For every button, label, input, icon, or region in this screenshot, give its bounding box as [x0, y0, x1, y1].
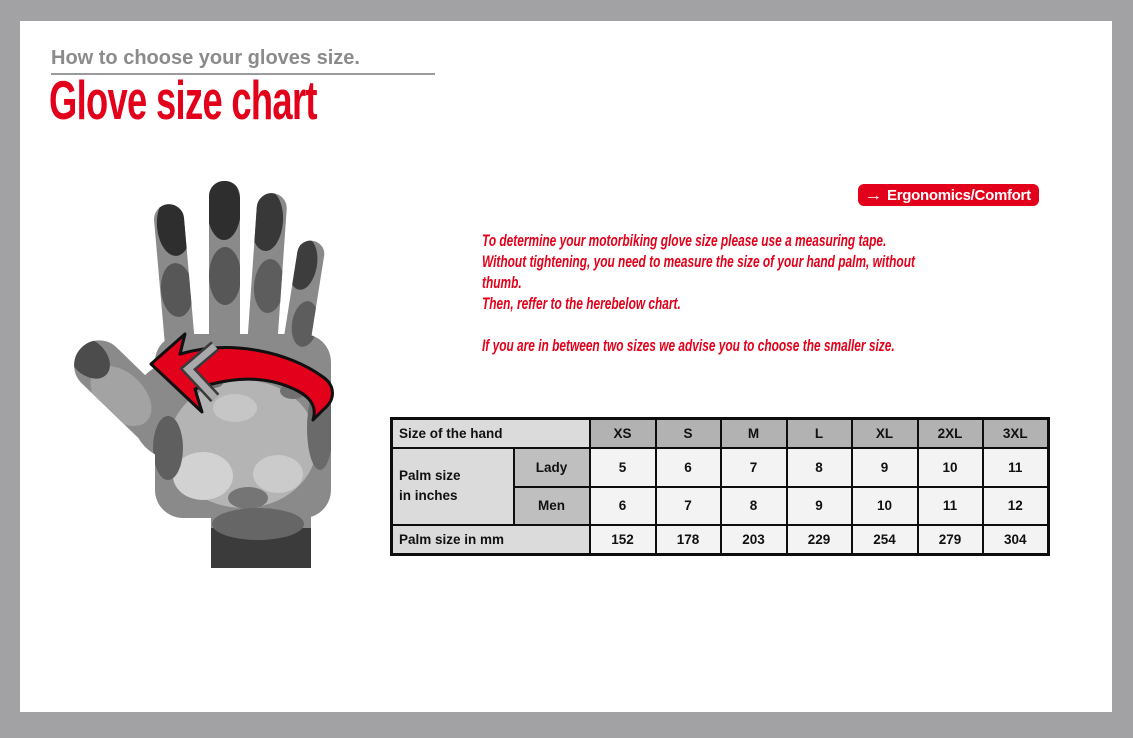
glove-size-table: Size of the hand XS S M L XL 2XL 3XL Pal… — [390, 417, 1050, 556]
size-header-cell: 3XL — [981, 417, 1050, 449]
lady-label-cell: Lady — [512, 446, 591, 488]
size-header-cell: 2XL — [916, 417, 984, 449]
size-value-cell: 9 — [785, 485, 853, 526]
group-label-line: in inches — [399, 488, 458, 503]
mm-value-cell: 152 — [588, 523, 657, 556]
size-value-cell: 6 — [654, 446, 722, 488]
document-page: How to choose your gloves size. Glove si… — [20, 21, 1112, 712]
inches-group-label-cell: Palm size in inches — [390, 446, 515, 526]
instructions-text: To determine your motorbiking glove size… — [482, 230, 1035, 356]
size-value-cell: 8 — [719, 485, 788, 526]
size-value-cell: 7 — [654, 485, 722, 526]
page-title: Glove size chart — [49, 69, 318, 131]
instruction-line: If you are in between two sizes we advis… — [482, 336, 895, 355]
mm-label-cell: Palm size in mm — [390, 523, 591, 556]
paragraph-gap — [482, 314, 1035, 335]
mm-value-cell: 254 — [850, 523, 919, 556]
mm-value-cell: 203 — [719, 523, 788, 556]
measure-arrow-fold-highlight — [182, 343, 218, 401]
mm-row: Palm size in mm 152 178 203 229 254 279 … — [390, 523, 1050, 556]
eyebrow-text: How to choose your gloves size. — [51, 47, 360, 69]
size-value-cell: 11 — [981, 446, 1050, 488]
men-label-cell: Men — [512, 485, 591, 526]
ergonomics-badge: → Ergonomics/Comfort — [858, 184, 1039, 206]
size-header-cell: M — [719, 417, 788, 449]
size-header-cell: L — [785, 417, 853, 449]
table-header-row: Size of the hand XS S M L XL 2XL 3XL — [390, 417, 1050, 449]
mm-value-cell: 229 — [785, 523, 853, 556]
mm-value-cell: 304 — [981, 523, 1050, 556]
group-label-line: Palm size — [399, 468, 461, 483]
lady-row: Palm size in inches Lady 5 6 7 8 9 10 11 — [390, 446, 1050, 526]
eyebrow-heading: How to choose your gloves size. — [51, 47, 435, 75]
hand-measure-illustration — [73, 181, 334, 568]
men-row: Men 6 7 8 9 10 11 12 — [392, 485, 1050, 526]
size-header-cell: XS — [588, 417, 657, 449]
right-arrow-icon: → — [864, 186, 883, 204]
instruction-line: Then, reffer to the herebelow chart. — [482, 294, 681, 313]
size-value-cell: 12 — [981, 485, 1050, 526]
mm-value-cell: 178 — [654, 523, 722, 556]
size-value-cell: 6 — [588, 485, 657, 526]
size-value-cell: 10 — [850, 485, 919, 526]
size-value-cell: 7 — [719, 446, 788, 488]
size-header-cell: XL — [850, 417, 919, 449]
badge-label: Ergonomics/Comfort — [887, 186, 1031, 204]
instruction-line: thumb. — [482, 273, 522, 292]
size-value-cell: 9 — [850, 446, 919, 488]
size-value-cell: 11 — [916, 485, 984, 526]
size-value-cell: 8 — [785, 446, 853, 488]
size-value-cell: 5 — [588, 446, 657, 488]
size-header-cell: S — [654, 417, 722, 449]
mm-value-cell: 279 — [916, 523, 984, 556]
size-value-cell: 10 — [916, 446, 984, 488]
instruction-line: To determine your motorbiking glove size… — [482, 231, 887, 250]
corner-header-cell: Size of the hand — [390, 417, 591, 449]
instruction-line: Without tightening, you need to measure … — [482, 252, 915, 271]
